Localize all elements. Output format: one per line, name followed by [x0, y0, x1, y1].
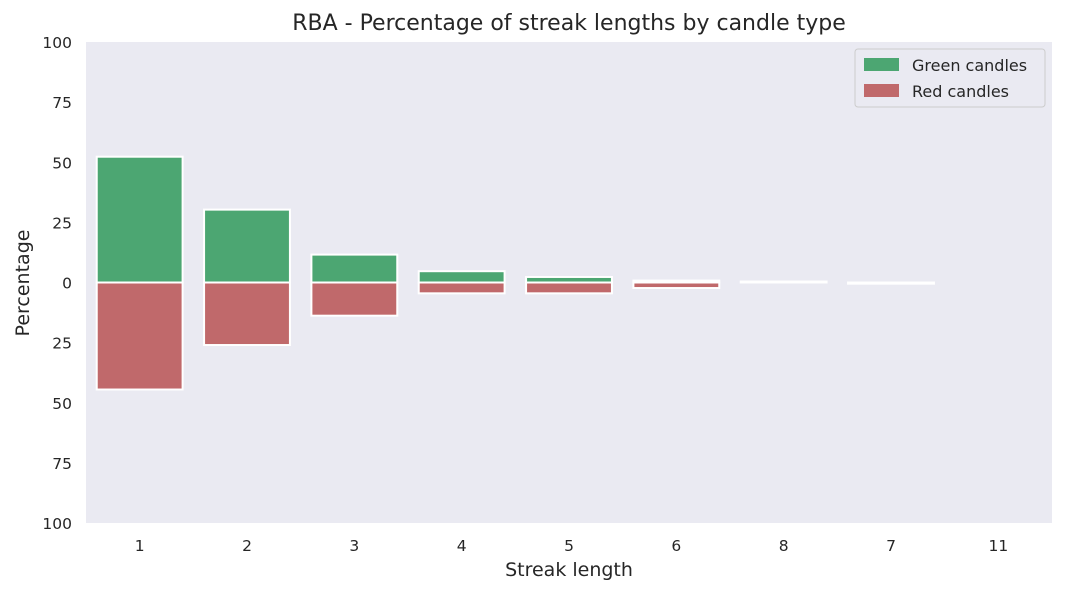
y-tick-label: 50 — [52, 154, 72, 172]
bar-red-4 — [417, 281, 506, 295]
bar-red-7 — [847, 281, 935, 285]
bar-green-1 — [95, 155, 184, 284]
y-tick-label: 25 — [52, 335, 72, 353]
x-tick-label: 11 — [988, 537, 1008, 555]
y-tick-label: 75 — [52, 455, 72, 473]
y-ticks: 100 75 50 25 0 25 50 75 100 — [42, 34, 72, 533]
y-tick-label: 75 — [52, 94, 72, 112]
legend-swatch-green — [864, 58, 899, 71]
x-tick-label: 3 — [349, 537, 359, 555]
bar-red-2 — [203, 281, 291, 347]
legend-box — [854, 48, 1046, 108]
bar-red-1 — [95, 281, 184, 391]
bars-group — [95, 155, 935, 391]
bar-red-5 — [525, 281, 613, 295]
legend-swatch-red — [864, 84, 899, 97]
bar-green-8 — [739, 280, 828, 284]
y-tick-label: 25 — [52, 214, 72, 232]
x-ticks: 1 2 3 4 5 6 8 7 11 — [135, 537, 1008, 555]
x-tick-label: 2 — [242, 537, 252, 555]
x-tick-label: 4 — [457, 537, 467, 555]
x-tick-label: 1 — [135, 537, 145, 555]
bar-red-6 — [632, 281, 721, 290]
bar-green-3 — [310, 253, 399, 284]
y-tick-label: 0 — [62, 275, 72, 293]
legend: Green candles Red candles — [854, 48, 1046, 108]
x-axis-label: Streak length — [505, 559, 633, 581]
bar-green-2 — [203, 208, 291, 284]
y-tick-label: 50 — [52, 395, 72, 413]
bar-green-4 — [417, 270, 506, 284]
y-tick-label: 100 — [42, 34, 72, 52]
x-tick-label: 5 — [564, 537, 574, 555]
legend-label-red: Red candles — [912, 82, 1009, 101]
x-tick-label: 7 — [886, 537, 896, 555]
chart-title: RBA - Percentage of streak lengths by ca… — [292, 11, 846, 36]
x-tick-label: 8 — [779, 537, 789, 555]
x-tick-label: 6 — [671, 537, 681, 555]
bar-red-3 — [310, 281, 399, 317]
y-tick-label: 100 — [42, 515, 72, 533]
legend-label-green: Green candles — [912, 56, 1027, 75]
y-axis-label: Percentage — [12, 230, 34, 337]
